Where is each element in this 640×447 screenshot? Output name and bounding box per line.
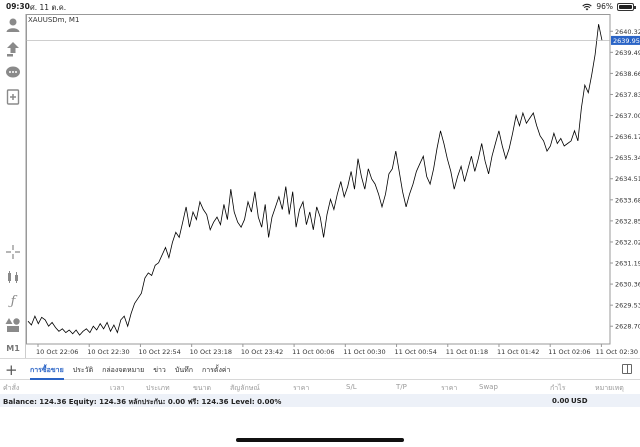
status-right: 96%: [582, 2, 636, 11]
x-tick-label: 11 Oct 00:30: [343, 348, 385, 356]
col-price: ราคา: [293, 384, 310, 392]
y-tick-label: 2631.190: [615, 260, 640, 268]
x-tick-label: 10 Oct 23:18: [190, 348, 232, 356]
tab-5[interactable]: การตั้งค่า: [201, 366, 231, 374]
objects-icon[interactable]: [4, 316, 22, 334]
x-tick-label: 11 Oct 02:30: [596, 348, 638, 356]
tab-3[interactable]: ข่าว: [153, 366, 166, 374]
y-tick-label: 2630.360: [615, 281, 640, 289]
col-profit: กำไร: [550, 384, 566, 392]
x-tick-label: 11 Oct 01:42: [497, 348, 539, 356]
x-tick-label: 11 Oct 00:06: [292, 348, 334, 356]
tab-1[interactable]: ประวัติ: [72, 366, 94, 374]
col-swap: Swap: [479, 383, 498, 391]
total-profit: 0.00: [552, 397, 570, 405]
balance-row: Balance: 124.36 Equity: 124.36 หลักประกั…: [0, 394, 640, 407]
x-tick-label: 10 Oct 22:30: [87, 348, 129, 356]
tab-0[interactable]: การซื้อขาย: [30, 365, 64, 380]
battery-icon: [617, 2, 636, 11]
tab-bar: การซื้อขาย ประวัติ กล่องจดหมาย ข่าว บันทึก กา…: [30, 365, 230, 380]
currency-label: USD: [571, 397, 588, 405]
y-tick-label: 2633.680: [615, 196, 640, 204]
status-time: 09:30: [6, 2, 30, 11]
chart-canvas[interactable]: 2640.320 2639.490 2638.660 2637.830 2637.000…: [26, 14, 640, 358]
x-tick-label: 11 Oct 02:06: [548, 348, 590, 356]
indicators-icon[interactable]: [4, 268, 22, 286]
col-sl: S/L: [346, 383, 357, 391]
y-tick-label: 2628.700: [615, 323, 640, 331]
status-bar: 09:30 ศ. 11 ต.ค. 96%: [0, 0, 640, 14]
price-series-line: [27, 24, 603, 336]
y-tick-label: 2640.320: [615, 28, 640, 36]
status-date: ศ. 11 ต.ค.: [30, 3, 67, 12]
y-tick-label: 2637.000: [615, 112, 640, 120]
new-order-icon[interactable]: [4, 88, 22, 106]
y-tick-label: 2632.020: [615, 238, 640, 246]
y-tick-label: 2632.850: [615, 217, 640, 225]
col-current-price: ราคา: [441, 384, 458, 392]
col-volume: ขนาด: [193, 384, 212, 392]
chart-frame: [26, 14, 611, 345]
tab-2[interactable]: กล่องจดหมาย: [102, 366, 145, 374]
tab-4[interactable]: บันทึก: [174, 366, 193, 374]
x-tick-label: 11 Oct 01:18: [446, 348, 488, 356]
x-tick-label: 11 Oct 00:54: [395, 348, 437, 356]
home-indicator: [236, 438, 404, 442]
col-symbol: สัญลักษณ์: [230, 384, 260, 392]
battery-percent: 96%: [596, 2, 613, 11]
bottom-panel-tabs: + การซื้อขาย ประวัติ กล่องจดหมาย ข่าว บันทึก…: [0, 358, 640, 380]
x-tick-label: 10 Oct 22:54: [138, 348, 180, 356]
y-tick-label: 2634.510: [615, 175, 640, 183]
y-tick-label: 2636.170: [615, 133, 640, 141]
col-tp: T/P: [396, 383, 407, 391]
account-icon[interactable]: [4, 16, 22, 34]
x-tick-label: 10 Oct 23:42: [241, 348, 283, 356]
col-time: เวลา: [110, 384, 125, 392]
trade-column-headers: คำสั่ง เวลา ประเภท ขนาด สัญลักษณ์ ราคา S…: [0, 381, 640, 394]
y-tick-label: 2629.530: [615, 302, 640, 310]
current-price-label: 2639.959: [613, 37, 640, 45]
wifi-icon: [582, 3, 593, 10]
timeframe-button[interactable]: M1: [6, 343, 20, 353]
y-tick-label: 2638.660: [615, 70, 640, 78]
x-tick-label: 10 Oct 22:06: [36, 348, 78, 356]
balance-summary: Balance: 124.36 Equity: 124.36 หลักประกั…: [3, 398, 282, 406]
crosshair-icon[interactable]: [4, 243, 22, 261]
trade-upload-icon[interactable]: [4, 40, 22, 58]
y-tick-label: 2637.830: [615, 91, 640, 99]
current-price-badge: [611, 35, 640, 45]
price-chart[interactable]: 2640.320 2639.490 2638.660 2637.830 2637.000…: [26, 14, 640, 358]
y-tick-label: 2639.490: [615, 49, 640, 57]
chart-symbol-label: XAUUSDm, M1: [28, 16, 80, 24]
chat-icon[interactable]: [4, 64, 22, 82]
col-comment: หมายเหตุ: [595, 384, 624, 392]
left-toolbar: ƒ M1: [0, 14, 26, 358]
col-type: ประเภท: [146, 384, 170, 392]
col-order: คำสั่ง: [3, 384, 20, 392]
add-icon[interactable]: +: [5, 361, 18, 379]
y-tick-label: 2635.340: [615, 154, 640, 162]
split-view-icon[interactable]: [622, 364, 632, 374]
function-icon[interactable]: ƒ: [10, 293, 16, 309]
